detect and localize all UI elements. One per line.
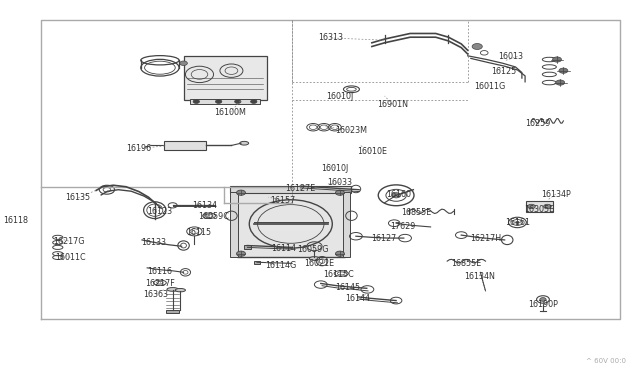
Text: 16313: 16313: [318, 33, 343, 42]
Circle shape: [193, 100, 200, 103]
Text: 16023M: 16023M: [335, 126, 367, 135]
Text: 16033: 16033: [328, 178, 353, 187]
Circle shape: [392, 193, 401, 198]
Bar: [184, 56, 266, 100]
Text: 16305E: 16305E: [524, 205, 554, 214]
Text: 16157: 16157: [270, 196, 295, 205]
Bar: [190, 99, 260, 104]
Text: 16011C: 16011C: [55, 253, 86, 262]
Text: 16144: 16144: [346, 294, 371, 303]
Text: 16134: 16134: [192, 201, 217, 210]
Bar: [164, 141, 206, 150]
Circle shape: [472, 44, 483, 49]
Text: 16161: 16161: [505, 218, 530, 227]
Circle shape: [237, 251, 246, 256]
Text: 16011G: 16011G: [474, 82, 505, 91]
Text: 16059C: 16059C: [198, 212, 229, 221]
Text: 16127: 16127: [371, 234, 396, 243]
Circle shape: [180, 61, 188, 65]
Text: 16855E: 16855E: [401, 208, 432, 217]
Circle shape: [556, 80, 564, 85]
Circle shape: [559, 68, 568, 73]
Ellipse shape: [309, 257, 319, 260]
Text: 16901N: 16901N: [377, 100, 408, 109]
Text: 17629: 17629: [390, 222, 415, 231]
Bar: [230, 192, 238, 257]
Text: 16118: 16118: [3, 216, 28, 225]
Bar: [166, 310, 179, 313]
Circle shape: [237, 190, 246, 195]
Bar: [254, 261, 260, 264]
Bar: [244, 245, 251, 249]
Text: 16133: 16133: [141, 238, 166, 247]
Text: 16010E: 16010E: [357, 147, 387, 156]
Ellipse shape: [167, 288, 179, 291]
Circle shape: [235, 100, 241, 103]
Text: 16160: 16160: [386, 190, 411, 199]
Circle shape: [335, 190, 344, 195]
Text: 16059G: 16059G: [298, 246, 329, 254]
Text: 16363: 16363: [143, 290, 168, 299]
Bar: [237, 192, 345, 257]
Text: 16010J: 16010J: [321, 164, 348, 173]
Text: 16100M: 16100M: [214, 108, 246, 117]
Circle shape: [540, 298, 546, 301]
Circle shape: [515, 221, 519, 224]
Ellipse shape: [240, 141, 249, 145]
Text: 16855E: 16855E: [451, 259, 481, 268]
Circle shape: [543, 204, 551, 209]
Text: 16021E: 16021E: [305, 259, 335, 268]
Text: 16123: 16123: [147, 207, 172, 216]
Text: 16259: 16259: [525, 119, 550, 128]
Ellipse shape: [175, 289, 186, 292]
Text: 16114: 16114: [271, 244, 296, 253]
Bar: [230, 186, 351, 193]
Text: 16010J: 16010J: [326, 92, 353, 101]
Text: 16145: 16145: [335, 283, 360, 292]
Text: 16115C: 16115C: [323, 270, 354, 279]
Text: 16116: 16116: [147, 267, 172, 276]
Text: 16115: 16115: [186, 228, 211, 237]
Circle shape: [527, 204, 535, 209]
Bar: [342, 192, 350, 257]
Bar: [526, 201, 553, 212]
Text: 16114G: 16114G: [266, 262, 297, 270]
Text: 16135: 16135: [66, 193, 91, 202]
Text: 16217H: 16217H: [470, 234, 501, 243]
Text: 16134N: 16134N: [464, 272, 495, 280]
Circle shape: [552, 57, 561, 62]
Text: 16013: 16013: [499, 52, 524, 61]
Circle shape: [251, 100, 257, 103]
Text: 16125: 16125: [491, 67, 516, 76]
Circle shape: [216, 100, 222, 103]
Text: 16134P: 16134P: [541, 190, 571, 199]
Text: 16217G: 16217G: [53, 237, 84, 246]
Text: 16217F: 16217F: [145, 279, 175, 288]
Text: 16127E: 16127E: [285, 185, 316, 193]
Text: 16196: 16196: [126, 144, 152, 153]
Circle shape: [335, 251, 344, 256]
Text: 16190P: 16190P: [528, 300, 558, 309]
Text: ^ 60V 00:0: ^ 60V 00:0: [586, 358, 626, 364]
